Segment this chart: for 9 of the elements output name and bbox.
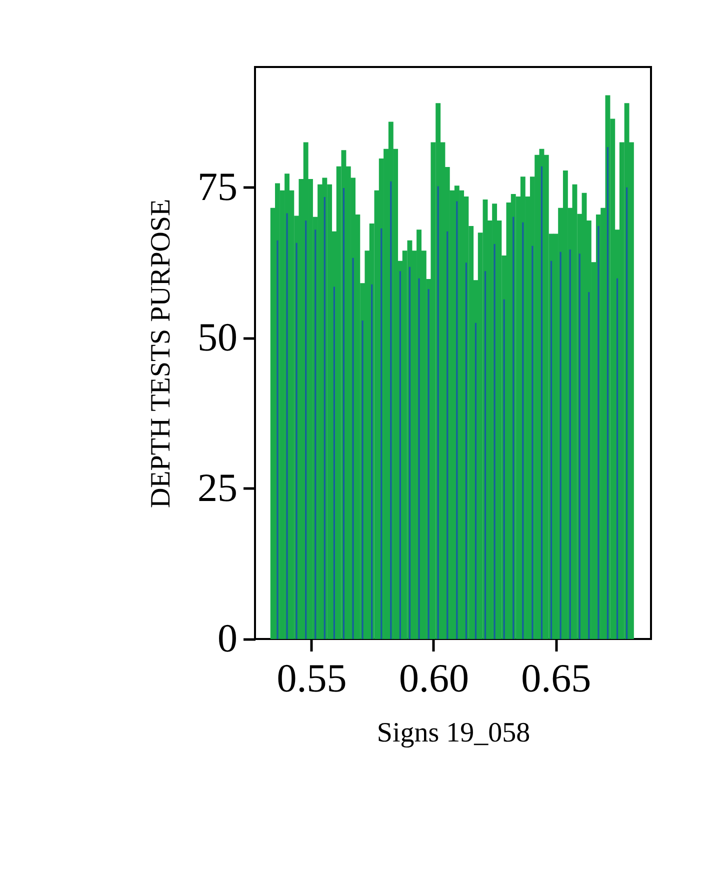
x-tick-label: 0.60 bbox=[398, 656, 469, 700]
y-tick-label: 0 bbox=[218, 616, 238, 660]
y-tick-label: 75 bbox=[198, 164, 238, 209]
y-tick-label: 25 bbox=[198, 464, 238, 510]
y-tick-label: 50 bbox=[198, 314, 238, 360]
x-tick-label: 0.65 bbox=[521, 656, 592, 700]
y-axis-title: DEPTH TESTS PURPOSE bbox=[146, 198, 176, 508]
x-axis-title: Signs 19_058 bbox=[376, 718, 530, 748]
x-tick-label: 0.55 bbox=[276, 656, 347, 700]
